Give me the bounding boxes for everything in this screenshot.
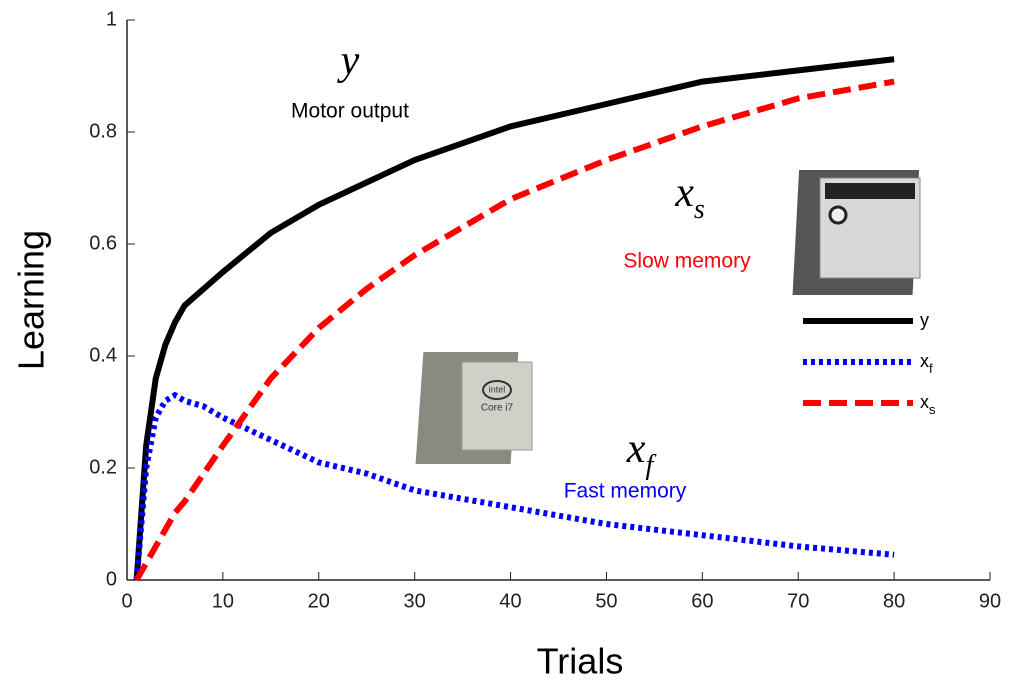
y-tick-label: 0.4 <box>89 344 117 366</box>
x-tick-label: 40 <box>499 590 521 612</box>
annotation-symbol: y <box>337 38 360 84</box>
legend-label-sub: f <box>929 361 933 376</box>
chart: intel Core i7 Trials Learning 0102030405… <box>0 0 1009 689</box>
y-tick-label: 0.2 <box>89 456 117 478</box>
annotation-label: Motor output <box>291 100 409 123</box>
x-tick-label: 60 <box>691 590 713 612</box>
y-tick-label: 0.8 <box>89 120 117 142</box>
legend-label: xf <box>920 351 933 376</box>
legend-label-main: x <box>920 351 929 371</box>
annotation-symbol: xs <box>674 170 705 225</box>
annotation-symbol-sub: f <box>645 450 656 481</box>
annotation-symbol-main: x <box>626 426 646 472</box>
legend-label-main: y <box>920 310 929 330</box>
x-tick-label: 0 <box>121 590 132 612</box>
annotation-symbol-main: y <box>337 38 360 84</box>
x-tick-label: 20 <box>308 590 330 612</box>
legend-label-main: x <box>920 392 929 412</box>
x-tick-label: 80 <box>883 590 905 612</box>
x-tick-label: 70 <box>787 590 809 612</box>
legend-label: xs <box>920 392 936 417</box>
x-axis-title: Trials <box>537 641 624 682</box>
svg-text:Core i7: Core i7 <box>481 403 514 414</box>
annotation-symbol: xf <box>626 426 657 481</box>
cpu-image: intel Core i7 <box>416 352 532 464</box>
legend-label-sub: s <box>929 402 936 417</box>
y-tick-label: 0 <box>106 568 117 590</box>
hdd-image <box>793 170 920 295</box>
annotation-symbol-main: x <box>674 170 694 216</box>
y-tick-label: 1 <box>106 8 117 30</box>
y-axis-title: Learning <box>11 230 52 370</box>
annotation-label: Slow memory <box>623 250 751 273</box>
x-tick-label: 30 <box>404 590 426 612</box>
annotation-label: Fast memory <box>564 480 687 503</box>
x-tick-label: 50 <box>595 590 617 612</box>
legend-label: y <box>920 310 929 330</box>
svg-text:intel: intel <box>489 384 506 394</box>
series-line <box>137 59 895 580</box>
y-tick-label: 0.6 <box>89 232 117 254</box>
x-tick-label: 10 <box>212 590 234 612</box>
annotation-symbol-sub: s <box>694 194 705 225</box>
x-tick-label: 90 <box>979 590 1001 612</box>
